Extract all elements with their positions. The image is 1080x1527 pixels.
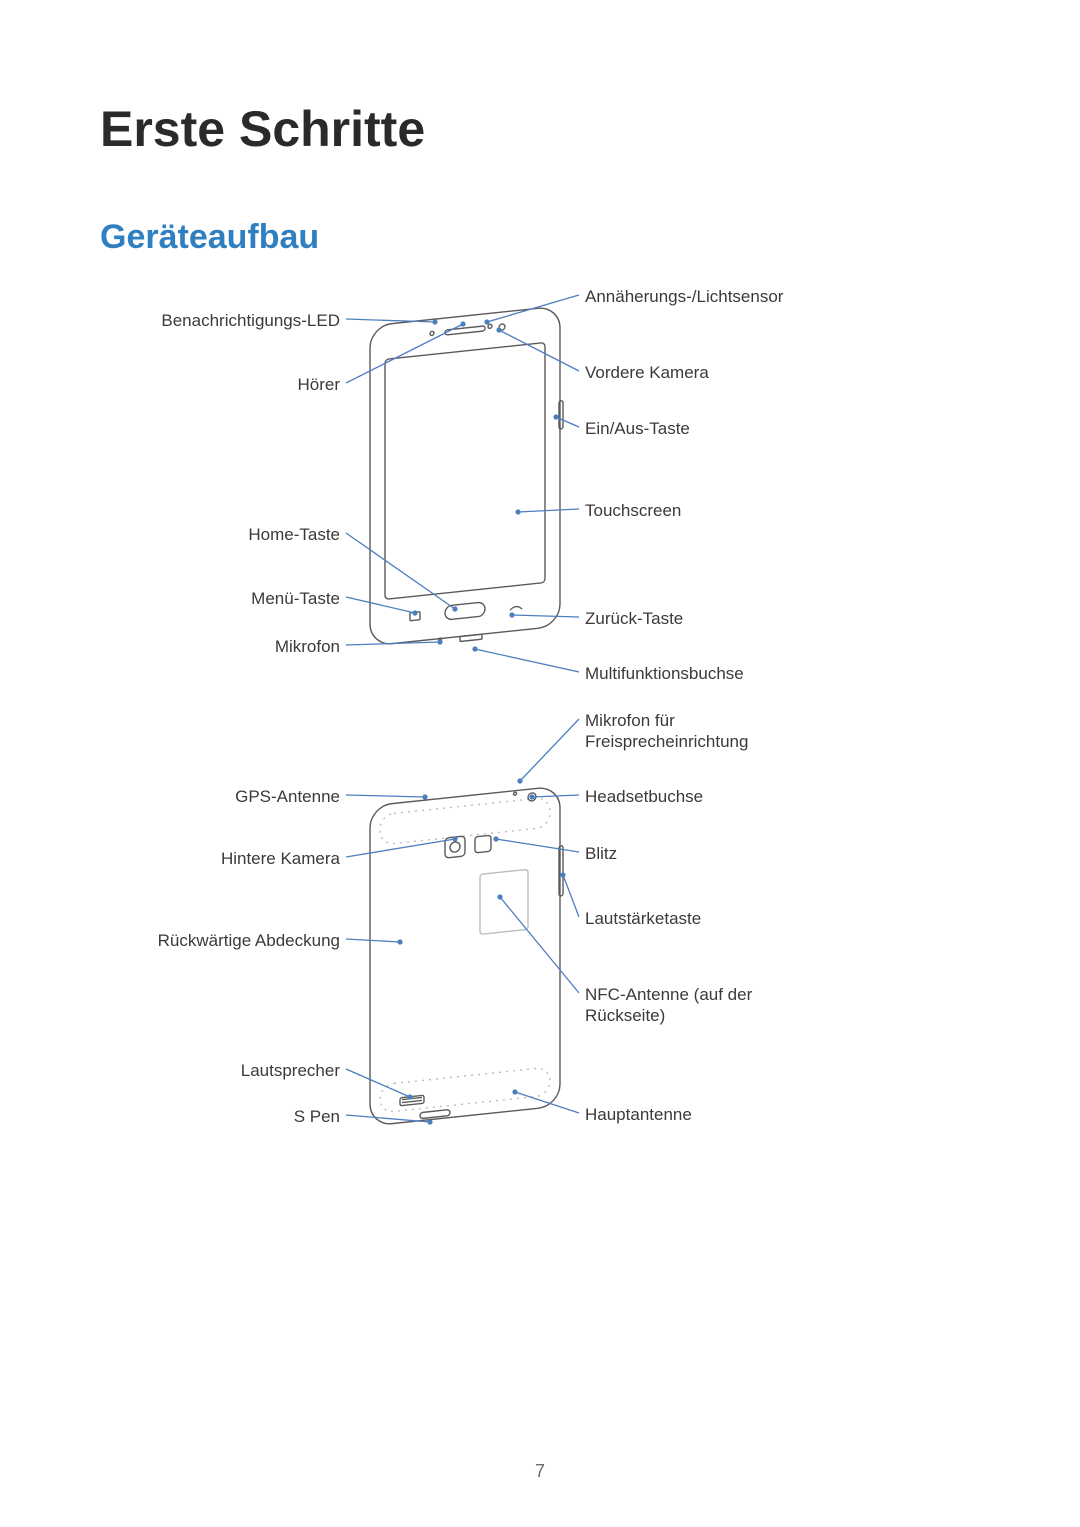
callout-hoerer: Hörer [297, 374, 340, 395]
callout-flash: Blitz [585, 843, 617, 864]
callout-mic2: Mikrofon fürFreisprecheinrichtung [585, 710, 748, 753]
callout-speaker: Lautsprecher [241, 1060, 340, 1081]
callout-rcam: Hintere Kamera [221, 848, 340, 869]
callout-led: Benachrichtigungs-LED [161, 310, 340, 331]
callout-spen: S Pen [294, 1106, 340, 1127]
callout-back: Zurück-Taste [585, 608, 683, 629]
callout-power: Ein/Aus-Taste [585, 418, 690, 439]
callout-fcam: Vordere Kamera [585, 362, 709, 383]
device-diagram: Benachrichtigungs-LED Hörer Home-Taste Menü… [100, 277, 980, 1277]
front-phone-outline [360, 287, 570, 667]
callout-menu: Menü-Taste [251, 588, 340, 609]
page-number: 7 [0, 1461, 1080, 1482]
callout-mic: Mikrofon [275, 636, 340, 657]
back-phone-outline [360, 767, 570, 1147]
callout-sensor: Annäherungs-/Lichtsensor [585, 286, 783, 307]
page-title: Erste Schritte [100, 100, 980, 158]
callout-vol: Lautstärketaste [585, 908, 701, 929]
callout-usb: Multifunktionsbuchse [585, 663, 744, 684]
callout-nfc: NFC-Antenne (auf derRückseite) [585, 984, 752, 1027]
callout-headset: Headsetbuchse [585, 786, 703, 807]
section-heading: Geräteaufbau [100, 218, 980, 257]
callout-touch: Touchscreen [585, 500, 681, 521]
callout-main: Hauptantenne [585, 1104, 692, 1125]
callout-home: Home-Taste [248, 524, 340, 545]
callout-gps: GPS-Antenne [235, 786, 340, 807]
callout-cover: Rückwärtige Abdeckung [158, 930, 340, 951]
